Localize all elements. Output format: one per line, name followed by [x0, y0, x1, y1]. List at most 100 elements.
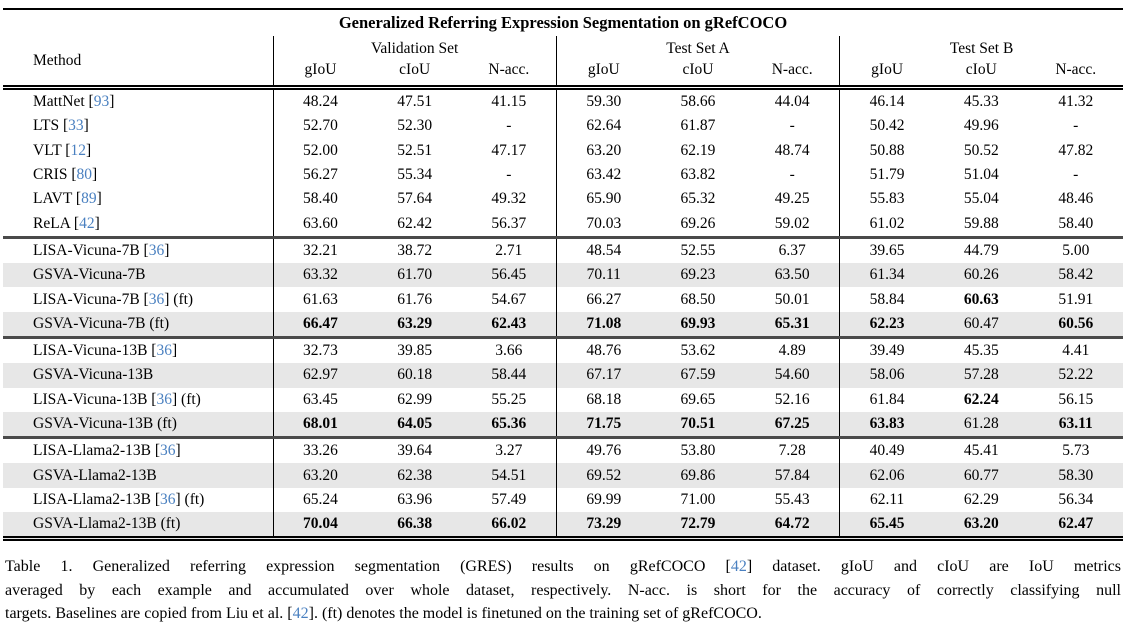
value-cell: 3.66	[495, 342, 523, 360]
value-cell: 65.45	[839, 512, 935, 539]
value-cell: 57.64	[397, 190, 433, 208]
value-cell: 52.55	[680, 241, 716, 259]
metric-header-ciou: cIoU	[682, 61, 714, 78]
value-cell: 62.24	[963, 390, 999, 408]
value-cell: 63.83	[839, 411, 935, 438]
value-cell: 52.51	[397, 141, 433, 159]
value-cell: 61.87	[680, 117, 716, 135]
value-cell: 52.22	[1058, 366, 1094, 384]
table-row: GSVA-Vicuna-13B 62.97 60.18 58.44 67.17 67.59…	[3, 363, 1123, 388]
value-cell: 69.65	[680, 390, 716, 408]
value-cell: 70.03	[555, 211, 651, 238]
citation-link[interactable]: 89	[81, 190, 97, 208]
value-cell: 57.49	[491, 490, 527, 508]
value-cell: 55.43	[774, 490, 810, 508]
method-cell: LISA-Vicuna-13B [36] (ft)	[33, 390, 201, 408]
value-cell: 52.30	[397, 117, 433, 135]
value-cell: 63.50	[774, 266, 810, 284]
value-cell: 45.41	[963, 442, 999, 460]
value-cell: 58.66	[680, 93, 716, 111]
results-table: Generalized Referring Expression Segment…	[3, 8, 1123, 542]
citation-link[interactable]: 93	[93, 93, 110, 111]
table-row: ReLA [42] 63.60 62.42 56.37 70.03 69.26 59.02 6…	[3, 211, 1123, 238]
value-cell: 63.42	[555, 162, 651, 188]
table-row: LTS [33] 52.70 52.30 - 62.64 61.87 - 50.42 49.96…	[3, 114, 1123, 139]
value-cell: 63.20	[963, 515, 999, 533]
set-header-test-b: Test Set B	[839, 36, 1123, 59]
value-cell: 49.76	[555, 437, 651, 464]
table-row: LISA-Vicuna-13B [36] 32.73 39.85 3.66 48.76 5…	[3, 337, 1123, 364]
value-cell: 56.34	[1058, 490, 1094, 508]
value-cell: 71.75	[555, 411, 651, 438]
citation-link[interactable]: 42	[292, 605, 309, 623]
method-cell: LAVT [89]	[33, 190, 102, 208]
citation-link[interactable]: 33	[68, 117, 84, 135]
value-cell: -	[1073, 117, 1079, 135]
set-header-row: Method Validation Set Test Set A Test Se…	[3, 36, 1123, 69]
citation-link[interactable]: 12	[70, 141, 86, 159]
value-cell: -	[506, 117, 512, 135]
value-cell: 58.40	[1058, 214, 1094, 232]
value-cell: 7.28	[778, 442, 806, 460]
value-cell: 4.89	[778, 342, 806, 360]
method-cell: ReLA [42]	[33, 214, 100, 232]
value-cell: 67.25	[774, 415, 810, 432]
value-cell: 52.16	[774, 390, 810, 408]
method-column-header: Method	[33, 51, 82, 69]
value-cell: 47.82	[1058, 141, 1094, 159]
value-cell: 69.26	[680, 214, 716, 232]
table-caption: Table 1. Generalized referring expressio…	[5, 555, 1121, 626]
value-cell: 60.26	[963, 266, 999, 284]
value-cell: -	[789, 117, 795, 135]
value-cell: 57.28	[963, 366, 999, 384]
citation-link[interactable]: 36	[148, 290, 165, 308]
value-cell: 58.42	[1058, 266, 1094, 284]
table-row: GSVA-Llama2-13B 63.20 62.38 54.51 69.52 69.86…	[3, 463, 1123, 488]
value-cell: 59.02	[774, 214, 810, 232]
citation-link[interactable]: 80	[76, 166, 93, 184]
citation-link[interactable]: 42	[79, 214, 95, 232]
value-cell: 40.49	[839, 437, 935, 464]
value-cell: 62.43	[491, 314, 527, 332]
set-header-validation: Validation Set	[272, 36, 557, 59]
citation-link[interactable]: 36	[159, 442, 176, 460]
value-cell: 49.25	[774, 190, 810, 208]
value-cell: 47.17	[491, 141, 527, 159]
metric-header-ciou: cIoU	[399, 61, 431, 78]
metric-header-giou: gIoU	[839, 59, 935, 88]
citation-link[interactable]: 36	[156, 390, 172, 408]
value-cell: 67.17	[555, 363, 651, 388]
caption-line: Table 1. Generalized referring expressio…	[5, 558, 1122, 576]
table-row: CRIS [80] 56.27 55.34 - 63.42 63.82 - 51.79 51.0…	[3, 162, 1123, 188]
citation-link[interactable]: 36	[156, 342, 172, 360]
value-cell: 48.24	[272, 87, 368, 115]
citation-link[interactable]: 36	[148, 241, 165, 259]
value-cell: 69.23	[680, 266, 716, 284]
value-cell: 66.02	[491, 515, 527, 533]
value-cell: 60.18	[397, 366, 433, 384]
value-cell: 58.40	[272, 187, 368, 212]
value-cell: 59.30	[555, 87, 651, 115]
value-cell: 51.04	[963, 166, 999, 184]
value-cell: 60.77	[963, 466, 999, 484]
metric-header-nacc: N-acc.	[771, 61, 813, 78]
value-cell: 62.99	[397, 390, 433, 408]
value-cell: 66.47	[272, 311, 368, 338]
value-cell: 73.29	[555, 512, 651, 539]
citation-link[interactable]: 42	[730, 558, 747, 576]
table-row: MattNet [93] 48.24 47.51 41.15 59.30 58.66 44.…	[3, 87, 1123, 115]
value-cell: 48.46	[1058, 190, 1094, 208]
value-cell: 48.74	[774, 141, 810, 159]
value-cell: 33.26	[272, 437, 368, 464]
caption-line: targets. Baselines are copied from Liu e…	[5, 605, 762, 623]
method-cell: GSVA-Llama2-13B	[33, 466, 157, 484]
value-cell: 41.15	[491, 93, 527, 111]
value-cell: 50.88	[839, 138, 935, 163]
value-cell: 55.34	[397, 166, 433, 184]
value-cell: 62.11	[839, 487, 935, 513]
value-cell: 62.06	[839, 463, 935, 488]
value-cell: 60.63	[963, 290, 999, 308]
method-cell: GSVA-Vicuna-7B	[33, 266, 146, 284]
method-cell: GSVA-Vicuna-13B	[33, 366, 154, 384]
citation-link[interactable]: 36	[159, 490, 176, 508]
